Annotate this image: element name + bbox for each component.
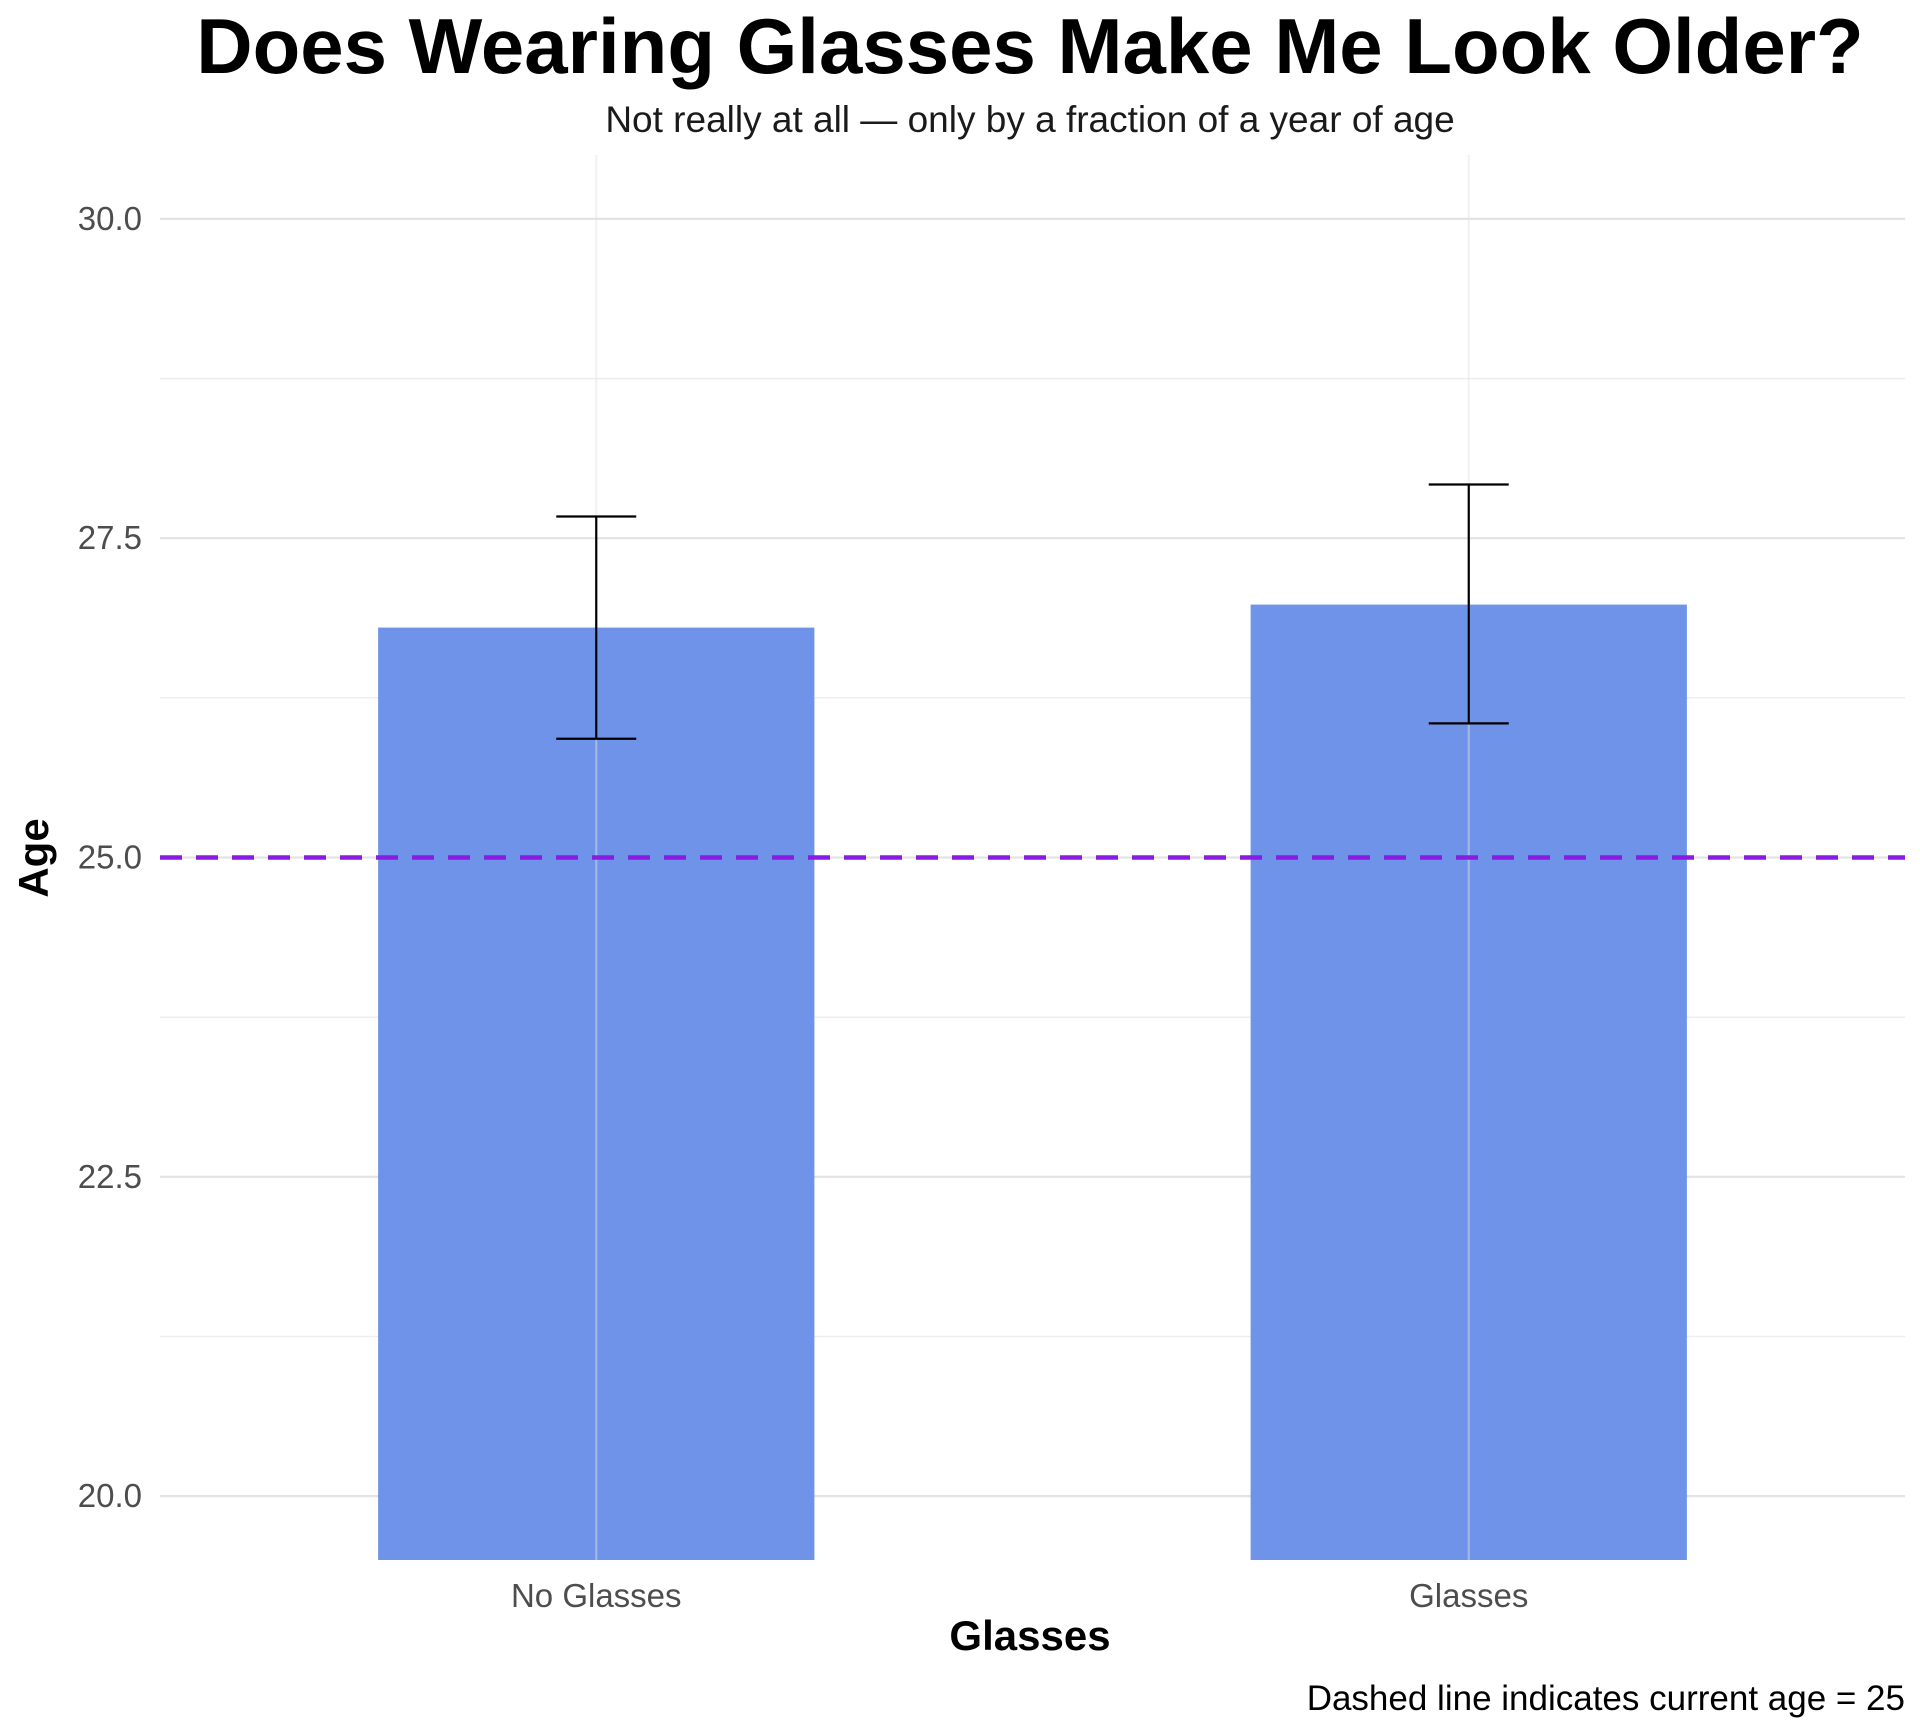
x-axis-title: Glasses	[949, 1612, 1110, 1659]
y-tick-label: 25.0	[78, 839, 142, 876]
bar	[1250, 604, 1687, 1560]
y-tick-label: 20.0	[78, 1477, 142, 1514]
x-tick-label: No Glasses	[511, 1577, 682, 1614]
y-tick-label: 30.0	[78, 200, 142, 237]
chart-subtitle: Not really at all — only by a fraction o…	[605, 99, 1454, 140]
error-bars	[556, 483, 1509, 740]
y-tick-label: 22.5	[78, 1158, 142, 1195]
y-axis-title: Age	[10, 818, 57, 897]
bar	[378, 627, 815, 1560]
x-axis-ticks: No Glasses Glasses	[511, 1577, 1528, 1614]
bars	[378, 604, 1687, 1560]
y-axis-ticks: 20.0 22.5 25.0 27.5 30.0	[78, 200, 142, 1514]
y-tick-label: 27.5	[78, 519, 142, 556]
x-tick-label: Glasses	[1409, 1577, 1528, 1614]
chart-title: Does Wearing Glasses Make Me Look Older?	[196, 2, 1863, 90]
chart-caption: Dashed line indicates current age = 25	[1307, 1679, 1905, 1718]
